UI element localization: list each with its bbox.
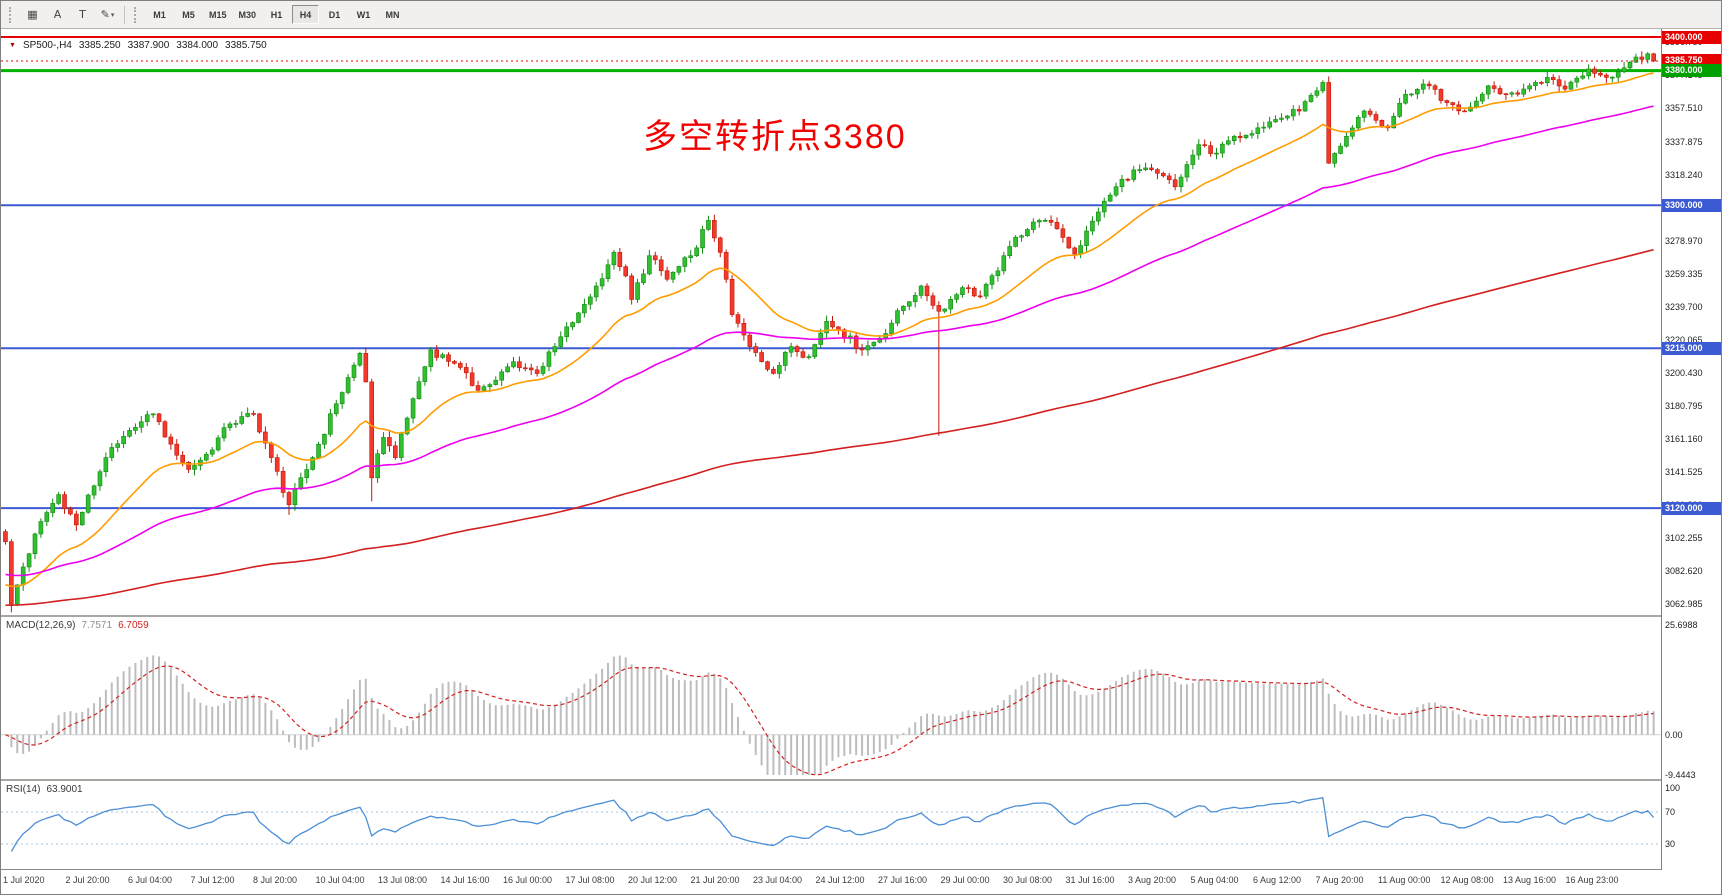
toolbar-separator	[124, 5, 125, 24]
price-badge-3380.000: 3380.000	[1662, 64, 1721, 78]
annotation-text[interactable]: 多空转折点3380	[643, 118, 907, 156]
price-tick-label: 3337.875	[1665, 136, 1703, 147]
time-axis-label: 6 Aug 12:00	[1253, 875, 1302, 885]
timeframe-m30-button[interactable]: M30	[234, 5, 262, 24]
timeframe-m5-button[interactable]: M5	[175, 5, 202, 24]
timeframe-toolbar-drag-handle[interactable]	[134, 6, 140, 23]
rsi-name: RSI(14)	[6, 784, 41, 795]
price-badge-3400.000: 3400.000	[1662, 30, 1721, 44]
time-axis-label: 30 Jul 08:00	[1003, 875, 1053, 885]
time-axis-label: 10 Jul 04:00	[315, 875, 365, 885]
macd-panel-canvas[interactable]	[1, 617, 1661, 779]
style-tool-icon: ✎	[100, 8, 110, 21]
chart-header: ▼ SP500-,H4 3385.250 3387.900 3384.000 3…	[9, 40, 267, 51]
rsi-panel-canvas[interactable]	[1, 781, 1661, 869]
macd-signal-value: 6.7059	[118, 620, 149, 631]
moving-average-MA-slow	[5, 248, 1654, 607]
timeframe-h4-button[interactable]: H4	[292, 5, 320, 24]
price-tick-label: 3082.620	[1665, 565, 1703, 576]
moving-average-MA-fast	[5, 72, 1654, 588]
macd-name: MACD(12,26,9)	[6, 620, 76, 631]
time-axis-label: 24 Jul 12:00	[815, 875, 865, 885]
time-axis-label: 5 Aug 04:00	[1190, 875, 1239, 885]
time-axis[interactable]: 1 Jul 2020 2 Jul 20:00 6 Jul 04:00 7 Jul 12…	[1, 870, 1661, 894]
price-tick-label: 3102.255	[1665, 532, 1703, 543]
ohlc-open-value: 3385.250	[78, 40, 121, 51]
ohlc-low-value: 3384.000	[176, 40, 219, 51]
timeframe-m15-button[interactable]: M15	[204, 5, 232, 24]
macd-axis-label: 0.00	[1665, 729, 1683, 740]
rsi-axis-label: 100	[1665, 783, 1681, 793]
rsi-indicator-label: RSI(14) 63.9001	[6, 784, 83, 795]
price-tick-label: 3239.700	[1665, 301, 1703, 312]
time-axis-label: 21 Jul 20:00	[690, 875, 740, 885]
rsi-line	[10, 796, 1655, 852]
panel-splitter[interactable]	[1, 615, 1721, 617]
time-axis-label: 8 Jul 20:00	[253, 875, 298, 885]
symbol-dropdown-icon[interactable]: ▼	[9, 42, 16, 49]
time-axis-label: 13 Aug 16:00	[1503, 875, 1557, 885]
price-tick-label: 3220.065	[1665, 334, 1703, 345]
time-axis-label: 16 Aug 23:00	[1565, 875, 1619, 885]
price-badge-3300.000: 3300.000	[1662, 198, 1721, 212]
price-tick-label: 3259.335	[1665, 268, 1703, 279]
time-axis-label: 7 Jul 12:00	[190, 875, 235, 885]
time-axis-label: 11 Aug 00:00	[1378, 875, 1431, 885]
macd-axis-label: 25.6988	[1665, 620, 1698, 630]
symbol-timeframe-label: SP500-,H4	[22, 40, 72, 51]
time-axis-label: 16 Jul 00:00	[503, 875, 553, 885]
timeframe-d1-button[interactable]: D1	[321, 5, 348, 24]
text-tool-icon[interactable]: T	[71, 5, 94, 25]
time-axis-label: 6 Jul 04:00	[128, 875, 173, 885]
macd-histogram	[10, 655, 1655, 775]
time-axis-label: 1 Jul 2020	[3, 875, 45, 885]
price-tick-label: 3200.430	[1665, 367, 1703, 378]
timeframe-w1-button[interactable]: W1	[350, 5, 377, 24]
time-axis-label: 31 Jul 16:00	[1065, 875, 1115, 885]
price-tick-label: 3161.160	[1665, 433, 1703, 444]
style-tool-button[interactable]: ✎ ▾	[96, 5, 119, 25]
dropdown-caret-icon: ▾	[110, 10, 115, 19]
timeframe-mn-button[interactable]: MN	[379, 5, 406, 24]
time-axis-label: 14 Jul 16:00	[440, 875, 490, 885]
timeframe-m1-button[interactable]: M1	[146, 5, 173, 24]
time-axis-label: 2 Jul 20:00	[65, 875, 110, 885]
timeframe-h1-button[interactable]: H1	[263, 5, 290, 24]
ohlc-close-value: 3385.750	[225, 40, 267, 51]
price-tick-label: 3357.510	[1665, 103, 1703, 114]
price-tick-label: 3141.525	[1665, 466, 1703, 477]
time-axis-label: 27 Jul 16:00	[878, 875, 928, 885]
macd-main-value: 7.7571	[81, 620, 113, 631]
ohlc-high-value: 3387.900	[127, 40, 170, 51]
price-tick-label: 3278.970	[1665, 235, 1703, 246]
time-axis-label: 3 Aug 20:00	[1128, 875, 1177, 885]
main-chart-canvas[interactable]	[1, 29, 1661, 615]
rsi-axis-label: 70	[1665, 807, 1676, 817]
time-axis-label: 17 Jul 08:00	[565, 875, 615, 885]
time-axis-label: 23 Jul 04:00	[753, 875, 803, 885]
toolbar: ▦ A T ✎ ▾ M1 M5 M15 M30 H1 H4 D1 W1 MN	[1, 1, 1721, 29]
price-badge-3120.000: 3120.000	[1662, 501, 1721, 515]
toolbar-drag-handle[interactable]	[9, 6, 15, 23]
rsi-axis-label: 30	[1665, 839, 1676, 849]
moving-average-MA-mid	[5, 105, 1654, 577]
price-tick-label: 3318.240	[1665, 169, 1703, 180]
macd-indicator-label: MACD(12,26,9) 7.7571 6.7059	[6, 620, 149, 631]
price-axis[interactable]: 3062.9853082.6203102.2553121.8903141.525…	[1661, 29, 1721, 870]
price-tick-label: 3180.795	[1665, 400, 1703, 411]
panel-splitter[interactable]	[1, 779, 1721, 781]
time-axis-label: 13 Jul 08:00	[378, 875, 428, 885]
chart-window-icon[interactable]: ▦	[21, 5, 44, 25]
time-axis-border	[1, 869, 1721, 870]
price-tick-label: 3062.985	[1665, 599, 1703, 609]
time-axis-label: 12 Aug 08:00	[1440, 875, 1494, 885]
price-badge-3215.000: 3215.000	[1662, 341, 1721, 355]
time-axis-label: 29 Jul 00:00	[940, 875, 990, 885]
time-axis-label: 20 Jul 12:00	[628, 875, 678, 885]
rsi-value: 63.9001	[46, 784, 83, 795]
time-axis-label: 7 Aug 20:00	[1315, 875, 1364, 885]
cursor-tool-icon[interactable]: A	[46, 5, 69, 25]
macd-axis-label: -9.4443	[1665, 770, 1696, 780]
